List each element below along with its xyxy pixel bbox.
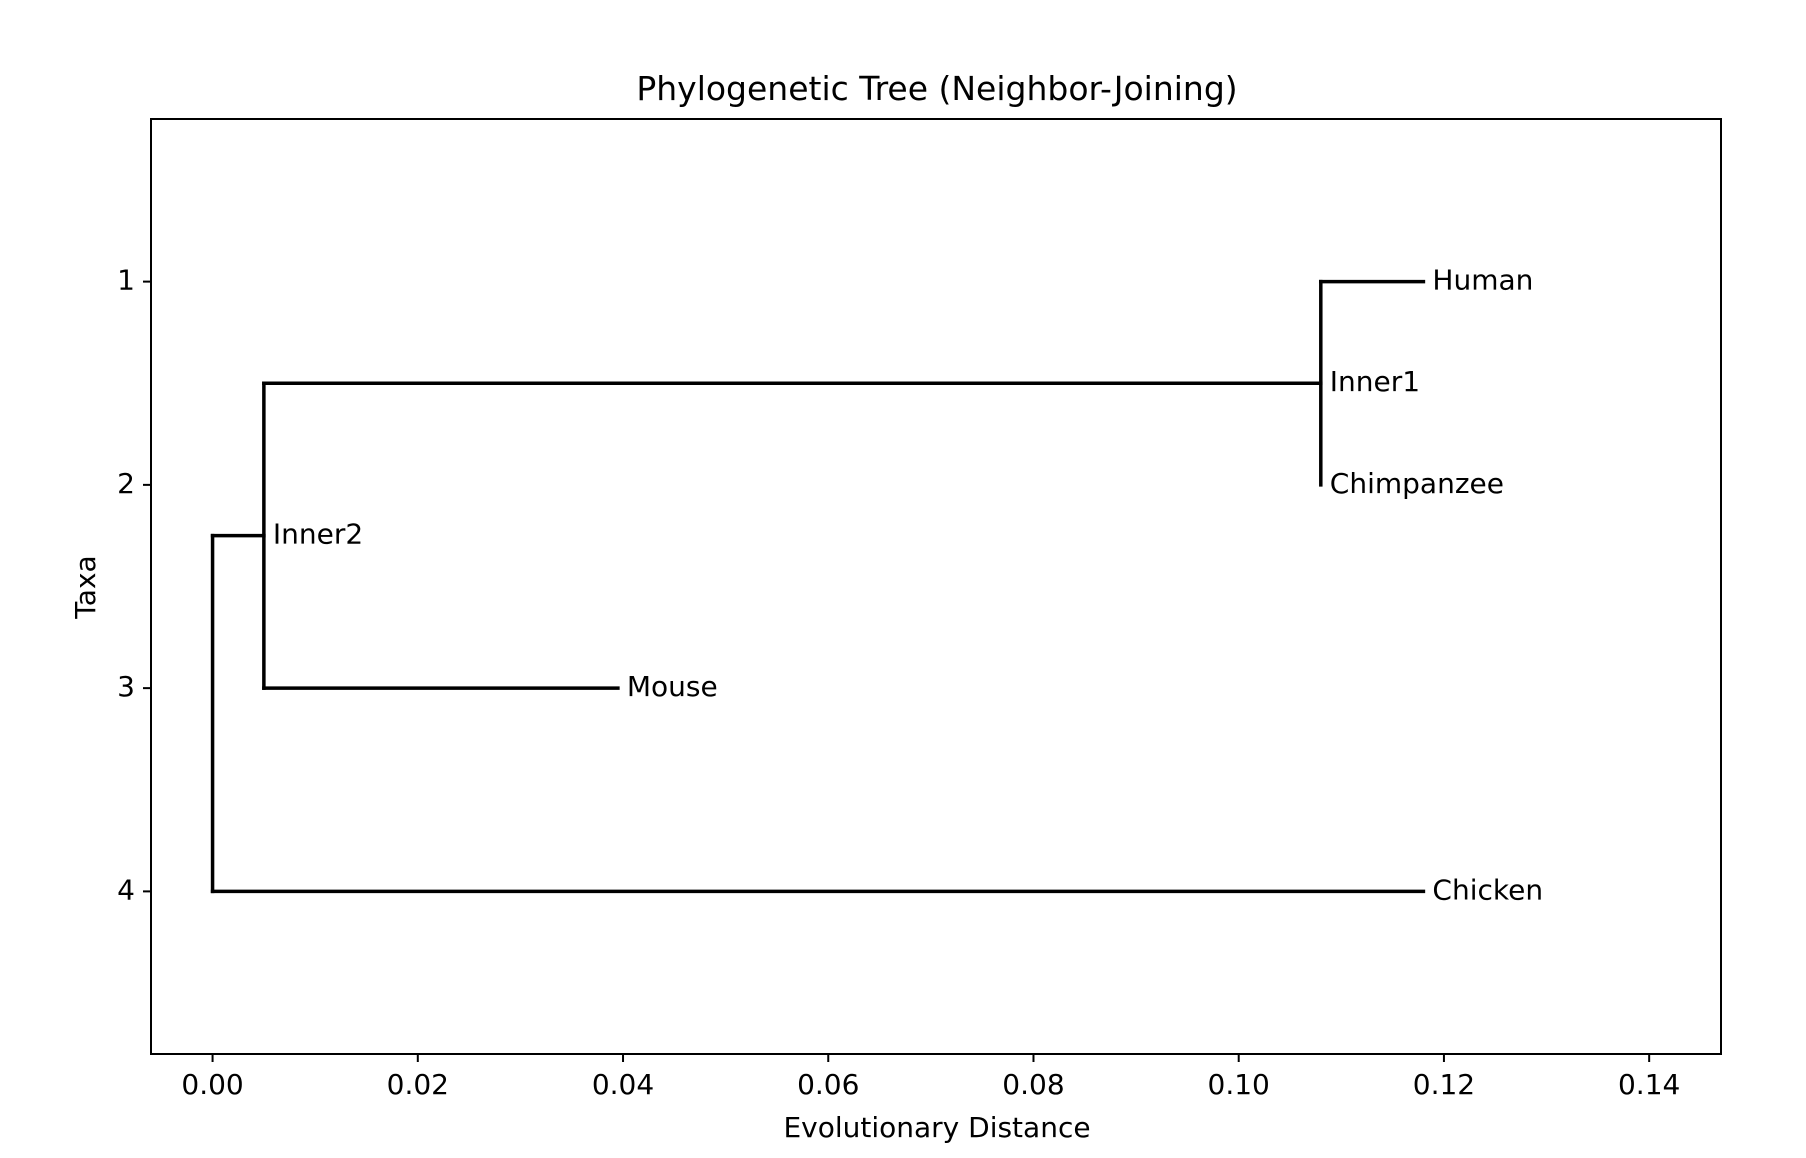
chart-title: Phylogenetic Tree (Neighbor-Joining) (636, 69, 1237, 108)
node-label-chimpanzee: Chimpanzee (1330, 467, 1504, 500)
y-axis-ticks: 1 2 3 4 (117, 264, 151, 906)
tree-branches (210, 279, 1426, 894)
y-tick-label-2: 3 (117, 670, 135, 703)
node-label-human: Human (1432, 264, 1533, 297)
node-labels: Human Inner1 Chimpanzee Inner2 Mouse Chicken (273, 264, 1543, 907)
x-tick-label-5: 0.10 (1208, 1068, 1270, 1101)
x-axis-label: Evolutionary Distance (783, 1111, 1090, 1144)
node-label-chicken: Chicken (1432, 873, 1543, 906)
x-tick-label-6: 0.12 (1413, 1068, 1475, 1101)
y-tick-label-3: 4 (117, 873, 135, 906)
x-axis-ticks: 0.00 0.02 0.04 0.06 0.08 0.10 0.12 0.14 (181, 1054, 1680, 1101)
x-tick-label-3: 0.06 (797, 1068, 859, 1101)
x-tick-label-1: 0.02 (387, 1068, 449, 1101)
y-tick-label-1: 2 (117, 467, 135, 500)
node-label-mouse: Mouse (627, 670, 718, 703)
y-axis-label: Taxa (69, 555, 102, 619)
plot-frame (150, 118, 1722, 1055)
x-tick-label-7: 0.14 (1618, 1068, 1680, 1101)
y-tick-label-0: 1 (117, 264, 135, 297)
node-label-inner2: Inner2 (273, 518, 363, 551)
x-tick-label-4: 0.08 (1002, 1068, 1064, 1101)
x-tick-label-2: 0.04 (592, 1068, 654, 1101)
x-tick-label-0: 0.00 (181, 1068, 243, 1101)
node-label-inner1: Inner1 (1330, 365, 1420, 398)
